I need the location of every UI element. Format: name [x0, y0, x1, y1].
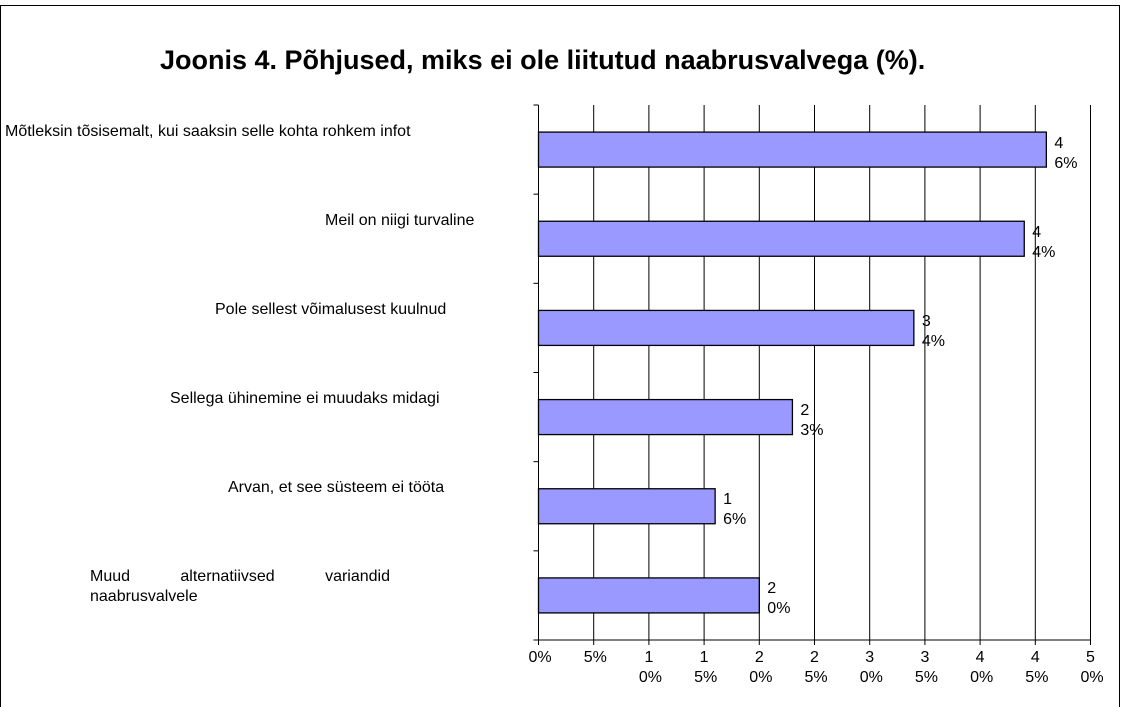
value-label: 44% [1032, 223, 1056, 261]
x-tick-label: 10% [638, 649, 663, 686]
x-tick-label: 25% [804, 649, 828, 686]
bar [537, 131, 1047, 168]
x-tick-label: 0% [528, 649, 552, 666]
category-label: Muud alternatiivsed variandid naabrusval… [90, 568, 390, 606]
bar [537, 488, 716, 525]
value-label: 23% [800, 402, 824, 440]
category-label: Mõtleksin tõsisemalt, kui saaksin selle … [5, 122, 411, 140]
category-label: Meil on niigi turvaline [325, 211, 475, 229]
x-tick-label: 35% [914, 649, 939, 686]
category-label: Arvan, et see süsteem ei tööta [228, 479, 445, 497]
x-tick-label: 30% [859, 649, 883, 686]
x-tick-label: 50% [1080, 649, 1104, 686]
bar [537, 398, 794, 436]
category-label: Sellega ühinemine ei muudaks midagi [170, 390, 440, 408]
chart-title: Joonis 4. Põhjused, miks ei ole liitutud… [160, 45, 926, 75]
x-tick-label: 15% [694, 649, 718, 686]
x-tick-label: 40% [970, 649, 994, 686]
x-tick-label: 45% [1025, 649, 1049, 686]
bar [537, 220, 1025, 257]
x-tick-label: 20% [749, 649, 773, 686]
category-label: Pole sellest võimalusest kuulnud [215, 300, 447, 318]
value-label: 16% [723, 491, 747, 529]
value-label: 34% [921, 312, 945, 350]
value-label: 20% [767, 580, 791, 618]
x-tick-label: 5% [583, 649, 607, 666]
value-label: 46% [1054, 134, 1078, 172]
bar [537, 577, 760, 614]
frame [0, 5, 1120, 707]
bar [537, 309, 915, 347]
